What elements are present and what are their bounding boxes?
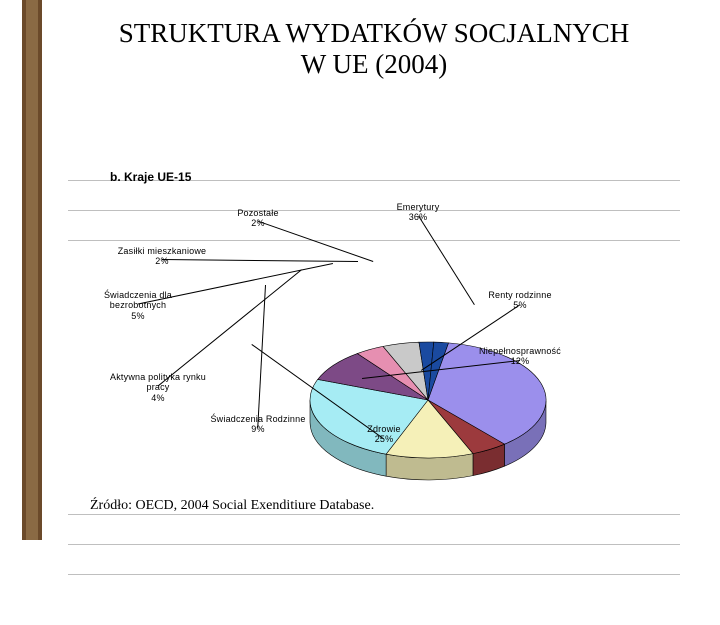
label-pct-swiadczenia_rodz: 9% [251,424,264,434]
pie-chart [68,80,720,625]
label-zdrowie: Zdrowie25% [329,424,439,445]
page-title: STRUKTURA WYDATKÓW SOCJALNYCH W UE (2004… [68,18,680,80]
label-emerytury: Emerytury36% [363,202,473,223]
label-text-zdrowie: Zdrowie [367,424,400,434]
label-pct-aktywna_polityka: 4% [151,393,164,403]
label-text-bezrobotni: Świadczenia dla bezrobotnych [104,290,172,310]
label-text-renty_rodzinne: Renty rodzinne [488,290,551,300]
label-text-aktywna_polityka: Aktywna polityka rynku pracy [110,372,206,392]
label-text-pozostale: Pozostałe [237,208,278,218]
label-swiadczenia_rodz: Świadczenia Rodzinne9% [203,414,313,435]
label-pct-niepelnosprawnosc: 12% [511,356,530,366]
label-zasilki_mieszk: Zasiłki mieszkaniowe2% [107,246,217,267]
label-niepelnosprawnosc: Niepełnosprawność12% [465,346,575,367]
label-text-niepelnosprawnosc: Niepełnosprawność [479,346,561,356]
slide: STRUKTURA WYDATKÓW SOCJALNYCH W UE (2004… [0,0,720,540]
label-renty_rodzinne: Renty rodzinne5% [465,290,575,311]
title-line-1: STRUKTURA WYDATKÓW SOCJALNYCH [119,18,630,48]
label-pct-emerytury: 36% [409,212,428,222]
label-bezrobotni: Świadczenia dla bezrobotnych5% [83,290,193,321]
label-pct-zasilki_mieszk: 2% [155,256,168,266]
label-pct-renty_rodzinne: 5% [513,300,526,310]
label-pct-pozostale: 2% [251,218,264,228]
label-text-emerytury: Emerytury [397,202,440,212]
label-pct-bezrobotni: 5% [131,311,144,321]
label-text-swiadczenia_rodz: Świadczenia Rodzinne [210,414,305,424]
source-text: Źródło: OECD, 2004 Social Exenditiure Da… [90,498,374,514]
label-text-zasilki_mieszk: Zasiłki mieszkaniowe [118,246,207,256]
left-rail-inner [26,0,38,540]
label-pct-zdrowie: 25% [375,434,394,444]
pie-svg [68,80,720,620]
label-aktywna_polityka: Aktywna polityka rynku pracy4% [103,372,213,403]
label-pozostale: Pozostałe2% [203,208,313,229]
title-line-2: W UE (2004) [301,49,447,79]
